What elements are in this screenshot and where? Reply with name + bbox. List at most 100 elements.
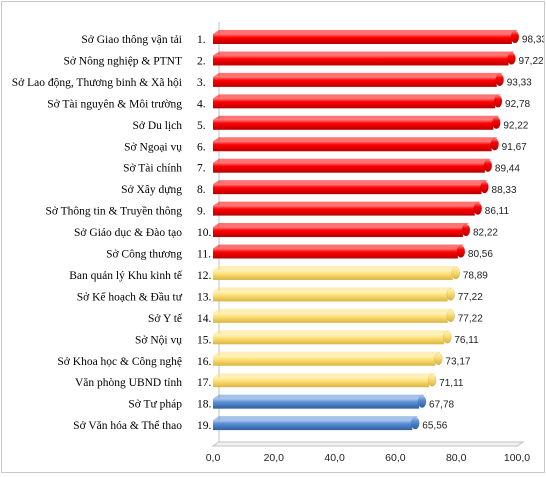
bar-value-label: 77,22: [458, 292, 483, 303]
bar-value-label: 78,89: [463, 271, 488, 282]
rank-label: 19.: [197, 420, 212, 432]
bar-value-label: 67,78: [429, 399, 454, 410]
bar-body: [213, 34, 512, 44]
bar-value-label: 97,22: [519, 56, 544, 67]
x-tick-label: 60,0: [385, 452, 406, 464]
category-label: Sở Du lịch: [132, 120, 182, 132]
bar-top-face: [213, 287, 454, 292]
bar-end-cap: [510, 30, 520, 44]
bar-value-label: 77,22: [458, 313, 483, 324]
category-label: Sở Thông tin & Truyền thông: [45, 205, 182, 218]
bar-end-cap: [473, 202, 483, 215]
bar-value-label: 92,22: [503, 120, 528, 131]
bar-19: [213, 416, 420, 431]
bar-end-cap: [495, 73, 504, 87]
bar-end-cap: [507, 52, 516, 65]
bar-end-cap: [411, 416, 420, 430]
bar-12: [213, 265, 461, 280]
category-label: Sở Lao động, Thương binh & Xã hội: [12, 77, 182, 89]
bar-body: [213, 227, 463, 238]
bar-top-face: [213, 115, 500, 120]
bar-body: [213, 334, 445, 345]
bar-8: [213, 180, 489, 195]
bar-15: [213, 330, 452, 345]
bar-18: [213, 394, 427, 409]
category-label: Sở Nông nghiệp & PTNT: [63, 55, 182, 67]
bar-body: [213, 377, 430, 388]
category-label: Sở Giao thông vận tải: [81, 34, 182, 46]
bar-top-face: [213, 265, 459, 270]
bar-body: [213, 205, 475, 216]
rank-label: 13.: [197, 291, 212, 303]
bar-17: [213, 373, 437, 388]
rank-label: 5.: [197, 120, 206, 132]
bar-body: [213, 420, 413, 431]
bar-top-face: [213, 244, 464, 249]
bar-end-cap: [446, 309, 455, 323]
bar-top-face: [213, 308, 454, 313]
x-tick-label: 100,0: [504, 452, 530, 464]
x-tick-label: 40,0: [324, 452, 345, 464]
bar-top-face: [213, 416, 419, 421]
bar-10: [213, 223, 471, 238]
bar-end-cap: [434, 352, 443, 365]
category-label: Sở Tài chính: [123, 163, 182, 175]
bar-end-cap: [456, 245, 466, 258]
category-label: Sở Ngoại vụ: [124, 141, 182, 153]
bar-value-label: 92,78: [505, 99, 530, 110]
bar-9: [213, 201, 483, 216]
bar-1: [213, 30, 520, 44]
bar-body: [213, 248, 458, 259]
rank-label: 2.: [197, 55, 206, 67]
rank-label: 8.: [197, 184, 206, 196]
bar-value-label: 80,56: [468, 249, 493, 260]
rank-label: 9.: [197, 206, 206, 218]
bar-body: [213, 398, 420, 409]
bar-end-cap: [451, 266, 461, 280]
category-label: Sở Giáo dục & Đào tạo: [74, 227, 182, 239]
rank-label: 11.: [197, 249, 211, 261]
category-label: Sở Tài nguyên & Môi trường: [47, 98, 182, 110]
bar-7: [213, 158, 493, 173]
bar-body: [213, 312, 448, 323]
bar-body: [213, 119, 494, 130]
bar-value-label: 73,17: [445, 356, 470, 367]
category-label: Sở Văn hóa & Thể thao: [73, 419, 182, 432]
category-label: Sở Tư pháp: [128, 399, 182, 411]
bar-top-face: [213, 94, 502, 99]
bar-value-label: 76,11: [454, 335, 479, 346]
bar-top-face: [213, 223, 469, 228]
bar-top-face: [213, 30, 518, 34]
bar-top-face: [213, 72, 503, 77]
category-label: Sở Nội vụ: [135, 334, 182, 346]
bar-value-label: 88,33: [492, 185, 517, 196]
bar-body: [213, 355, 436, 366]
x-tick-label: 0,0: [206, 452, 221, 464]
bar-top-face: [213, 51, 515, 56]
bar-top-face: [213, 180, 488, 185]
rank-label: 12.: [197, 270, 212, 282]
bar-value-label: 71,11: [439, 378, 464, 389]
bar-body: [213, 76, 497, 87]
bar-end-cap: [427, 373, 437, 387]
rank-label: 10.: [197, 227, 212, 239]
bar-end-cap: [443, 331, 452, 344]
bar-body: [213, 291, 448, 302]
ranking-bar-chart: 0,0 20,0 40,0 60,0 80,0 100,0 98,33 97,22 93,33…: [12, 22, 546, 464]
bar-4: [213, 94, 503, 109]
bar-body: [213, 269, 453, 280]
bar-16: [213, 351, 443, 366]
rank-label: 7.: [197, 163, 206, 175]
bar-3: [213, 72, 504, 87]
rank-label: 16.: [197, 356, 212, 368]
bar-11: [213, 244, 466, 259]
bars: 98,33 97,22 93,33 92,78 92,22 91,67 89,44 88,33…: [213, 30, 546, 432]
bar-value-label: 86,11: [485, 206, 510, 217]
category-label: Sở Kế hoạch & Đầu tư: [77, 290, 183, 303]
category-label: Văn phòng UBND tỉnh: [75, 377, 182, 389]
bar-13: [213, 287, 455, 302]
bar-value-label: 91,67: [502, 142, 527, 153]
rank-label: 14.: [197, 313, 212, 325]
rank-label: 3.: [197, 77, 206, 89]
